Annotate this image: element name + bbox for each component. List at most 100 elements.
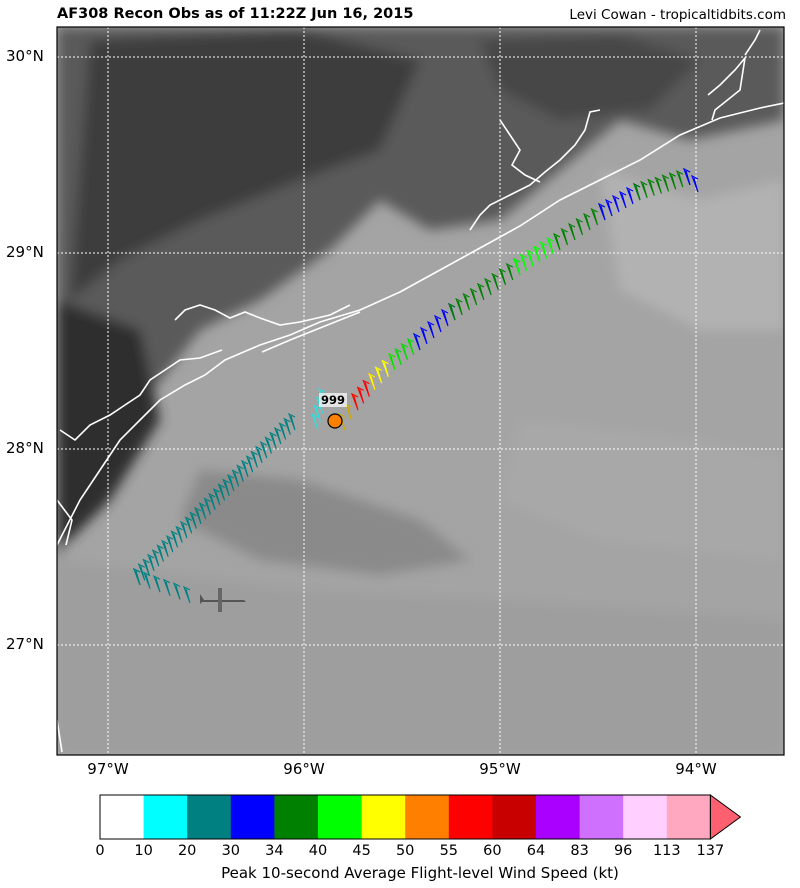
wind-barb	[661, 174, 670, 192]
colorbar-tick-label: 20	[177, 843, 197, 859]
wind-barb	[539, 241, 548, 259]
wind-barb	[484, 277, 492, 296]
wind-barb	[179, 520, 188, 539]
wind-barb	[165, 535, 174, 553]
credit-text: Levi Cowan - tropicaltidbits.com	[569, 7, 786, 23]
lon-label-96: 96°W	[283, 760, 325, 778]
wind-barb	[156, 544, 165, 562]
wind-barb	[560, 227, 569, 246]
wind-barb	[313, 404, 321, 422]
wind-barb	[491, 272, 499, 291]
wind-barb	[505, 262, 514, 281]
colorbar-tick-label: 113	[652, 843, 681, 859]
colorbar-tick-label: 50	[395, 843, 415, 859]
colorbar-segment	[492, 795, 537, 839]
center-marker: 999	[319, 393, 347, 429]
colorbar-tick-label: 45	[352, 843, 371, 859]
colorbar-segment	[143, 795, 188, 839]
colorbar-segment	[318, 795, 363, 839]
wind-barb	[162, 578, 171, 596]
wind-barb	[632, 182, 641, 201]
wind-barb	[476, 282, 485, 301]
wind-barb	[546, 237, 554, 255]
wind-barb	[433, 314, 442, 333]
wind-barb	[222, 478, 230, 496]
wind-barb	[269, 431, 277, 449]
wind-barb	[440, 308, 449, 327]
wind-barb	[241, 459, 249, 478]
colorbar-segment	[623, 795, 668, 839]
map-gridlines	[57, 27, 784, 755]
wind-barb	[412, 332, 421, 351]
satellite-background	[57, 27, 784, 755]
colorbar-segment	[536, 795, 581, 839]
wind-barb	[374, 366, 383, 384]
wind-barb	[189, 511, 197, 529]
wind-barb	[647, 178, 655, 196]
colorbar-segment	[448, 795, 493, 839]
wind-barb	[532, 245, 541, 263]
wind-barb	[362, 379, 370, 397]
colorbar-tick-label: 0	[95, 843, 105, 859]
wind-barb	[278, 422, 287, 440]
wind-barb	[455, 297, 463, 316]
lat-label-27: 27°N	[6, 635, 44, 653]
wind-barb	[184, 516, 193, 534]
colorbar-segment	[274, 795, 319, 839]
colorbar-segment	[361, 795, 406, 839]
lon-label-94: 94°W	[675, 760, 717, 778]
wind-barb	[604, 198, 613, 217]
wind-barb	[590, 207, 599, 226]
wind-barb	[236, 464, 244, 482]
wind-barb	[151, 549, 160, 567]
wind-barb	[203, 497, 211, 515]
wind-barb	[264, 436, 273, 454]
wind-barb	[640, 180, 648, 199]
wind-barb	[512, 257, 521, 276]
coastline	[57, 29, 784, 753]
lat-label-28: 28°N	[6, 439, 44, 457]
wind-barb	[575, 217, 584, 236]
wind-barb	[419, 326, 428, 345]
wind-barb	[447, 302, 456, 321]
wind-barb	[462, 292, 470, 311]
colorbar-tick-label: 96	[613, 843, 633, 859]
wind-barb	[498, 267, 507, 286]
colorbar-segment	[230, 795, 275, 839]
wind-barb	[350, 392, 359, 411]
colorbar	[99, 794, 742, 840]
wind-barb	[367, 372, 376, 391]
wind-barb	[212, 488, 221, 506]
colorbar-segment	[187, 795, 232, 839]
lon-label-95: 95°W	[479, 760, 521, 778]
colorbar-tick-label: 30	[221, 843, 241, 859]
aircraft-icon	[200, 588, 246, 612]
wind-barb	[170, 530, 179, 548]
wind-barb	[668, 172, 677, 190]
wind-barb	[226, 473, 235, 492]
wind-barb	[597, 202, 606, 221]
wind-barb	[182, 585, 191, 604]
wind-barb	[675, 170, 684, 188]
colorbar-tick-label: 137	[696, 843, 725, 859]
wind-barb	[142, 558, 150, 576]
wind-barb	[255, 445, 263, 464]
wind-barb	[394, 347, 402, 366]
wind-barb	[406, 337, 415, 356]
wind-barb	[132, 567, 141, 586]
wind-barb	[250, 450, 258, 468]
wind-barb	[142, 571, 151, 589]
colorbar-segment	[405, 795, 450, 839]
lon-label-97: 97°W	[87, 760, 129, 778]
colorbar-segment	[579, 795, 624, 839]
lat-label-29: 29°N	[6, 243, 44, 261]
map-title: AF308 Recon Obs as of 11:22Z Jun 16, 201…	[57, 6, 414, 22]
wind-barb	[519, 253, 528, 272]
colorbar-segment	[666, 795, 711, 839]
wind-barb	[381, 359, 389, 377]
wind-barb	[611, 194, 620, 213]
wind-barb	[259, 441, 268, 459]
wind-barb	[682, 167, 691, 186]
colorbar-extend-arrow	[709, 794, 742, 840]
wind-barb	[618, 190, 627, 209]
